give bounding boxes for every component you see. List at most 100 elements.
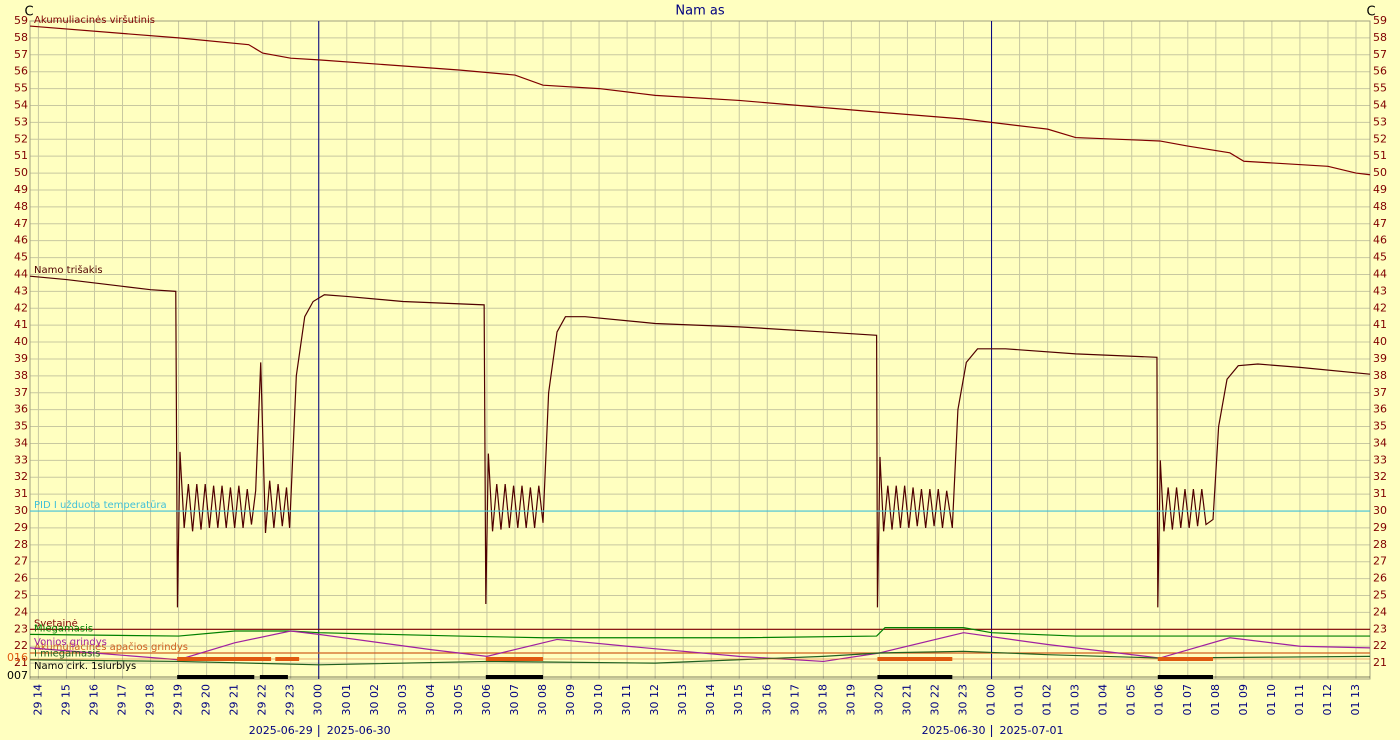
track-bar — [1157, 675, 1214, 679]
x-tick-label: 30 14 — [704, 684, 717, 716]
y-tick-label: 52 — [14, 132, 28, 145]
y2-tick-label: 48 — [1373, 200, 1387, 213]
y-tick-label: 50 — [14, 166, 28, 179]
y-tick-label: 31 — [14, 487, 28, 500]
series-label: Akumuliacinės apačios grindys — [34, 641, 188, 653]
x-tick-label: 01 01 — [1013, 684, 1026, 716]
y2-tick-label: 50 — [1373, 166, 1387, 179]
track-bar — [275, 657, 300, 661]
track-name: Namo cirk. 1siurblys — [34, 661, 136, 672]
y2-tick-label: 34 — [1373, 436, 1387, 449]
x-tick-label: 30 12 — [648, 684, 661, 716]
y2-tick-label: 41 — [1373, 318, 1387, 331]
y2-tick-label: 39 — [1373, 352, 1387, 365]
y2-tick-label: 38 — [1373, 369, 1387, 382]
x-tick-label: 01 02 — [1041, 684, 1054, 716]
x-tick-label: 01 10 — [1265, 684, 1278, 716]
x-tick-label: 01 06 — [1153, 684, 1166, 716]
y-tick-label: 22 — [14, 639, 28, 652]
y-tick-label: 38 — [14, 369, 28, 382]
x-tick-label: 29 22 — [256, 684, 269, 716]
track-bar — [1157, 657, 1214, 661]
y-tick-label: 55 — [14, 82, 28, 95]
y2-tick-label: 30 — [1373, 504, 1387, 517]
date-label: 2025-07-01 — [1000, 724, 1064, 737]
x-tick-label: 01 03 — [1069, 684, 1082, 716]
x-tick-label: 30 21 — [900, 684, 913, 716]
y2-tick-label: 21 — [1373, 656, 1387, 669]
x-tick-label: 29 18 — [144, 684, 157, 716]
series-line — [29, 650, 1371, 666]
x-tick-label: 30 23 — [957, 684, 970, 716]
y-tick-label: 43 — [14, 284, 28, 297]
x-tick-label: 01 05 — [1125, 684, 1138, 716]
y2-tick-label: 24 — [1373, 605, 1387, 618]
y2-tick-label: 45 — [1373, 251, 1387, 264]
y2-tick-label: 29 — [1373, 521, 1387, 534]
y-tick-label: 27 — [14, 555, 28, 568]
y-tick-label: 57 — [14, 48, 28, 61]
y-tick-label: 24 — [14, 605, 28, 618]
y-tick-label: 46 — [14, 234, 28, 247]
series-label: I miegamasis — [34, 649, 100, 660]
x-tick-label: 29 14 — [31, 684, 44, 716]
y-tick-label: 53 — [14, 115, 28, 128]
y-tick-label: 32 — [14, 470, 28, 483]
y2-tick-label: 56 — [1373, 65, 1387, 78]
x-tick-label: 30 07 — [508, 684, 521, 716]
y2-tick-label: 52 — [1373, 132, 1387, 145]
x-tick-label: 01 09 — [1237, 684, 1250, 716]
plot-frame — [29, 20, 1371, 680]
x-tick-label: 30 15 — [732, 684, 745, 716]
y2-tick-label: 40 — [1373, 335, 1387, 348]
series-label: Svetainė — [34, 618, 78, 629]
x-tick-label: 30 11 — [620, 684, 633, 716]
y2-tick-label: 28 — [1373, 538, 1387, 551]
track-bar — [177, 657, 272, 661]
x-tick-label: 30 02 — [368, 684, 381, 716]
x-tick-label: 30 19 — [844, 684, 857, 716]
x-tick-label: 29 21 — [228, 684, 241, 716]
y-tick-label: 36 — [14, 403, 28, 416]
y-tick-label: 39 — [14, 352, 28, 365]
x-tick-label: 30 16 — [760, 684, 773, 716]
y-tick-label: 59 — [14, 14, 28, 27]
y2-tick-label: 54 — [1373, 98, 1387, 111]
track-level: 016 — [7, 651, 28, 664]
x-tick-label: 29 15 — [59, 684, 72, 716]
y2-tick-label: 32 — [1373, 470, 1387, 483]
y-tick-label: 33 — [14, 453, 28, 466]
track-bar — [485, 657, 544, 661]
x-tick-label: 30 01 — [340, 684, 353, 716]
y-tick-label: 48 — [14, 200, 28, 213]
series-label: PID I užduota temperatūra — [34, 499, 167, 511]
y2-tick-label: 43 — [1373, 284, 1387, 297]
y2-tick-label: 23 — [1373, 622, 1387, 635]
y2-tick-label: 33 — [1373, 453, 1387, 466]
y2-unit: C — [1366, 5, 1375, 20]
series-label: Vonios grindys — [34, 637, 107, 648]
y2-tick-label: 27 — [1373, 555, 1387, 568]
y-tick-label: 56 — [14, 65, 28, 78]
y-tick-label: 40 — [14, 335, 28, 348]
series-label: Miegamasis — [34, 623, 93, 634]
y2-tick-label: 42 — [1373, 301, 1387, 314]
y2-tick-label: 37 — [1373, 386, 1387, 399]
x-tick-label: 30 22 — [928, 684, 941, 716]
y-tick-label: 35 — [14, 420, 28, 433]
y2-tick-label: 51 — [1373, 149, 1387, 162]
x-tick-label: 30 08 — [536, 684, 549, 716]
y2-tick-label: 36 — [1373, 403, 1387, 416]
track-bar — [177, 675, 255, 679]
track-bar — [877, 657, 953, 661]
y2-tick-label: 25 — [1373, 589, 1387, 602]
date-label: 2025-06-30 — [327, 724, 391, 737]
y-tick-label: 54 — [14, 98, 28, 111]
y2-tick-label: 46 — [1373, 234, 1387, 247]
y2-tick-label: 49 — [1373, 183, 1387, 196]
y2-tick-label: 35 — [1373, 420, 1387, 433]
y-tick-label: 51 — [14, 149, 28, 162]
y-tick-label: 58 — [14, 31, 28, 44]
y2-tick-label: 44 — [1373, 267, 1387, 280]
